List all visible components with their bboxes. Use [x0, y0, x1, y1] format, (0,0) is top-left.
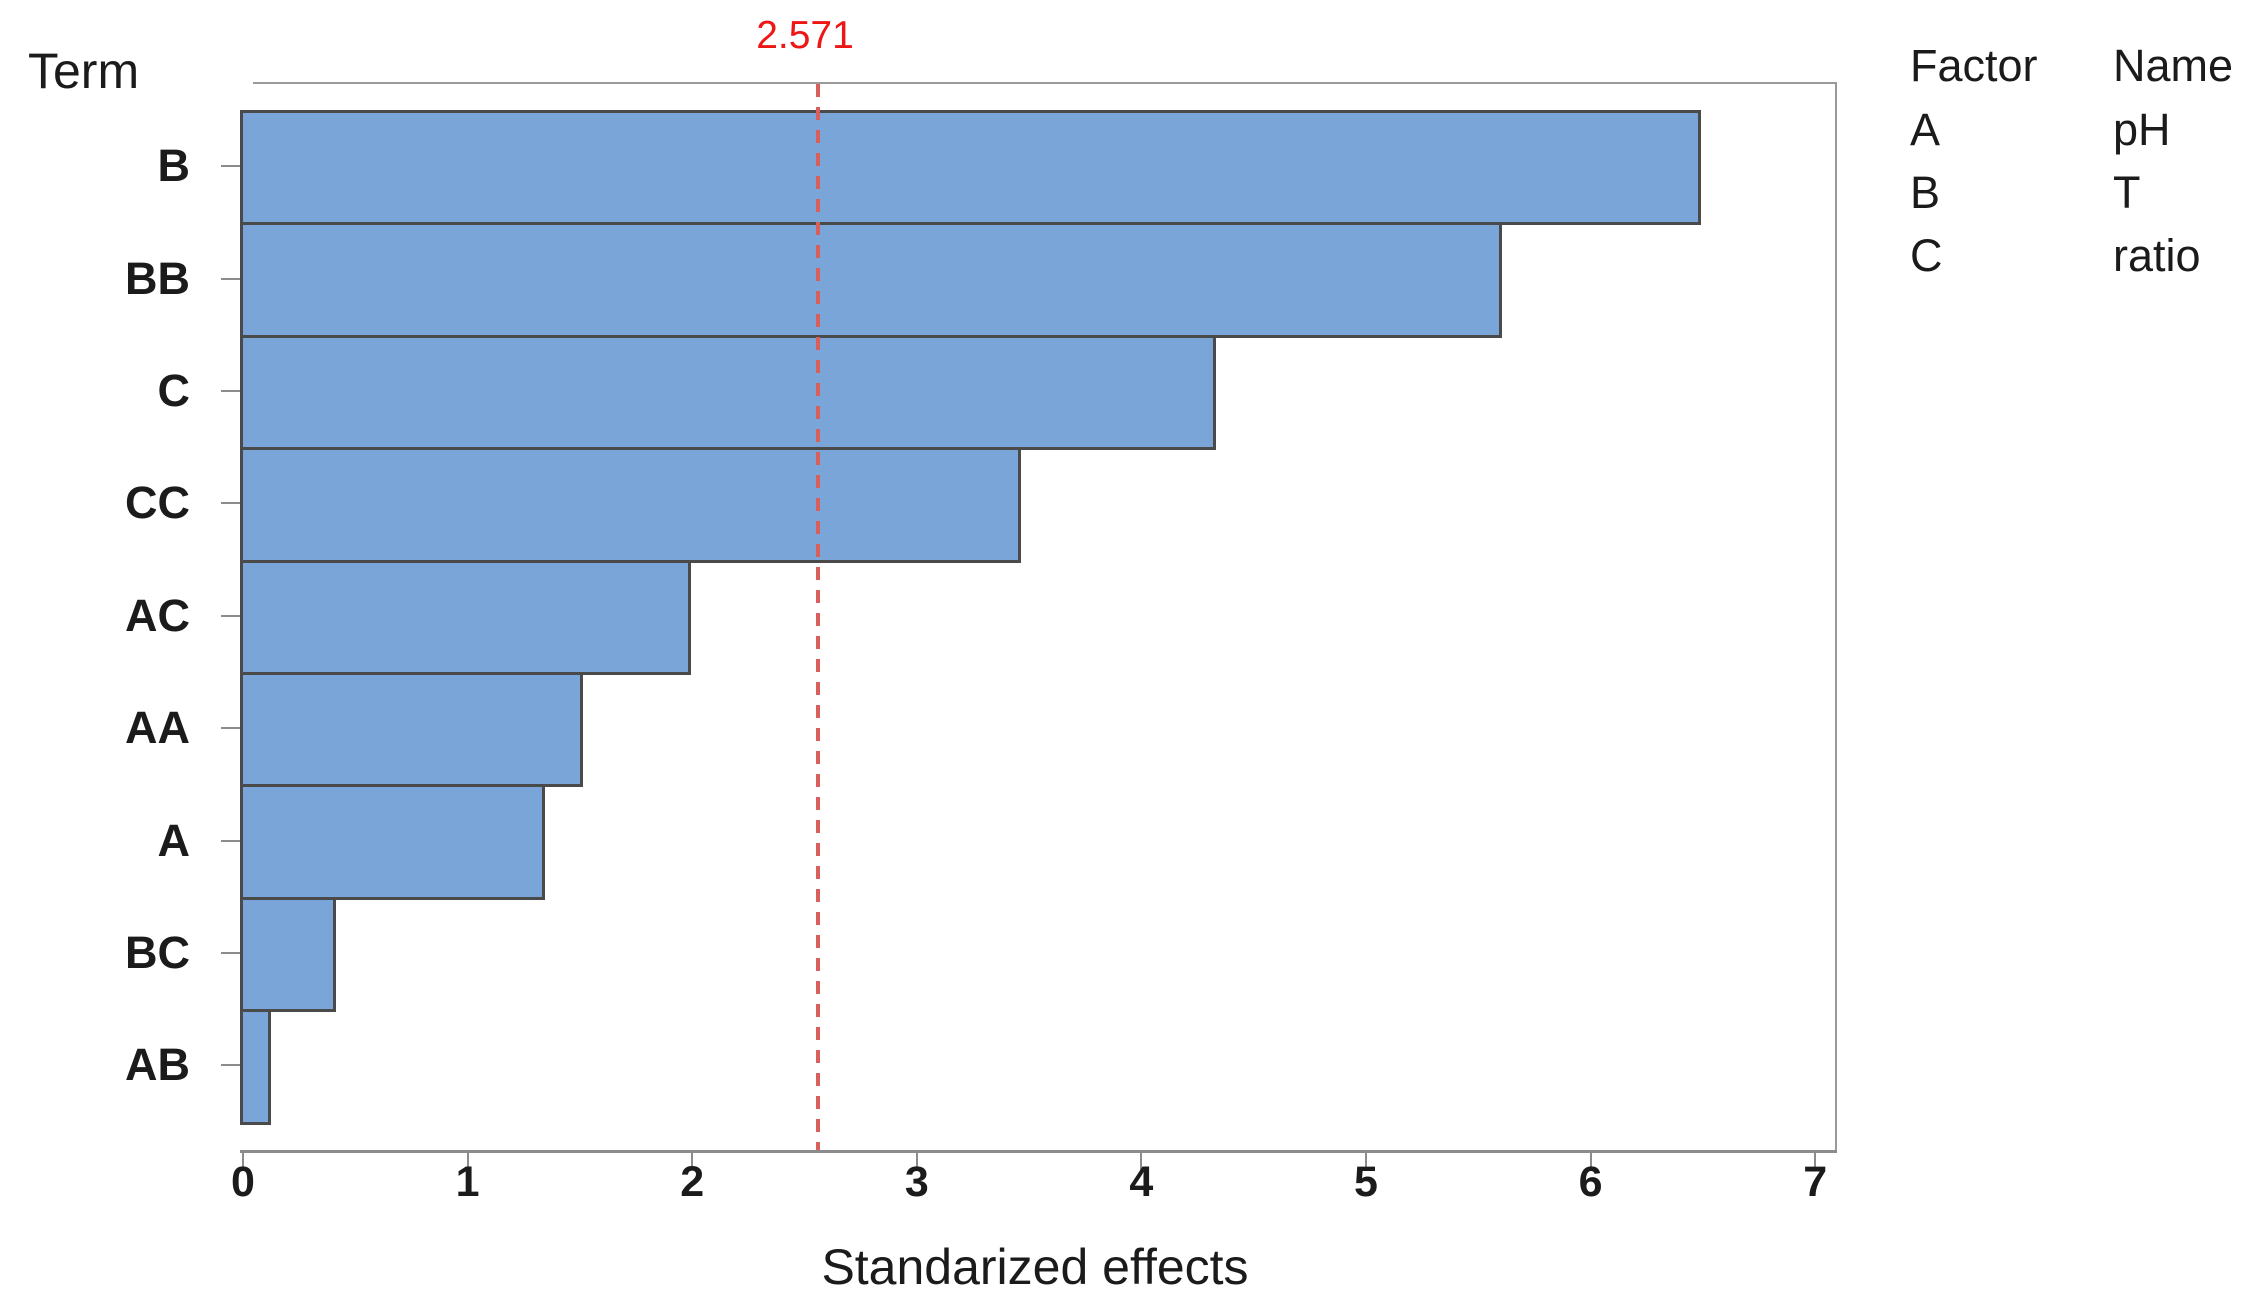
legend-factor-B: B — [1910, 167, 1941, 218]
category-tick-CC — [221, 502, 240, 505]
category-tick-B — [221, 165, 240, 168]
reference-line — [816, 84, 820, 1150]
legend-header-name: Name — [2113, 40, 2234, 91]
category-label-CC: CC — [125, 477, 190, 529]
bar-CC — [240, 447, 1021, 563]
legend-name-A: pH — [2113, 104, 2171, 155]
x-tick-label-1: 1 — [455, 1158, 480, 1206]
legend-name-B: T — [2113, 167, 2141, 218]
bar-BB — [240, 222, 1502, 338]
category-tick-AC — [221, 614, 240, 617]
reference-line-label: 2.571 — [756, 14, 854, 57]
x-tick-0 — [242, 1150, 244, 1170]
category-label-BB: BB — [125, 252, 190, 304]
bar-AB — [240, 1009, 271, 1125]
bar-AC — [240, 559, 691, 675]
bar-AA — [240, 672, 583, 788]
x-tick-7 — [1814, 1150, 1817, 1170]
x-tick-3 — [915, 1150, 918, 1170]
category-tick-AA — [221, 727, 240, 730]
x-tick-1 — [466, 1150, 469, 1170]
legend-name-C: ratio — [2113, 230, 2201, 281]
x-tick-label-5: 5 — [1354, 1158, 1378, 1206]
x-tick-label-6: 6 — [1578, 1158, 1603, 1206]
category-label-AA: AA — [125, 702, 190, 754]
x-axis-line — [240, 1150, 1837, 1153]
category-label-BC: BC — [125, 927, 190, 978]
category-label-B: B — [157, 140, 191, 192]
x-axis-title: Standarized effects — [821, 1239, 1249, 1295]
legend-factor-C: C — [1910, 230, 1943, 281]
term-axis-label: Term — [28, 43, 140, 99]
x-tick-2 — [691, 1150, 694, 1170]
x-tick-label-7: 7 — [1803, 1158, 1828, 1206]
category-label-AC: AC — [125, 589, 190, 641]
plot-frame-top-border — [253, 82, 1837, 84]
category-tick-A — [221, 839, 240, 842]
x-tick-label-3: 3 — [904, 1158, 929, 1206]
category-tick-BB — [221, 277, 240, 280]
category-tick-AB — [221, 1064, 240, 1067]
x-tick-label-0: 0 — [231, 1158, 255, 1206]
category-label-C: C — [157, 365, 191, 416]
bar-A — [240, 784, 545, 900]
x-tick-label-4: 4 — [1129, 1158, 1154, 1206]
legend-factor-A: A — [1910, 104, 1941, 155]
x-tick-label-2: 2 — [680, 1158, 705, 1206]
bar-C — [240, 334, 1217, 451]
legend-header-factor: Factor — [1910, 40, 2038, 91]
x-tick-5 — [1365, 1150, 1367, 1170]
x-tick-4 — [1140, 1150, 1143, 1170]
bar-B — [240, 110, 1702, 226]
x-tick-6 — [1589, 1150, 1592, 1170]
plot-frame-right-border — [1835, 82, 1837, 1153]
category-tick-BC — [221, 952, 240, 954]
bar-BC — [240, 896, 336, 1013]
category-label-A: A — [157, 814, 191, 866]
category-tick-C — [221, 390, 240, 392]
category-label-AB: AB — [125, 1039, 190, 1091]
